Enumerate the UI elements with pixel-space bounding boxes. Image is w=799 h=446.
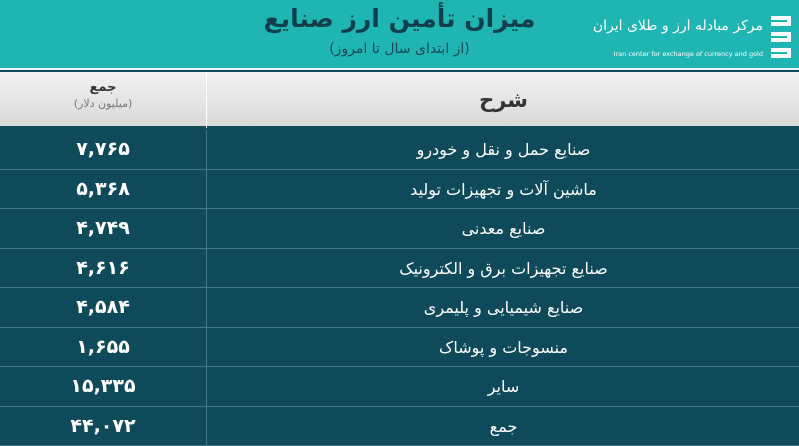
table-row: ۴,۷۴۹ صنایع معدنی	[0, 209, 799, 249]
logo-text-en: Iran center for exchange of currency and…	[613, 50, 763, 58]
row-description: صنایع تجهیزات برق و الکترونیک	[399, 258, 608, 278]
row-value: ۴,۵۸۴	[0, 288, 207, 327]
row-description: منسوجات و پوشاک	[439, 337, 568, 357]
row-value: ۴,۶۱۶	[0, 248, 207, 288]
row-description: ماشین آلات و تجهیزات تولید	[410, 179, 597, 199]
column-header-description: شرح	[479, 88, 528, 112]
row-value: ۴,۷۴۹	[0, 209, 207, 248]
row-description: صنایع معدنی	[461, 219, 546, 238]
logo: مرکز مبادله ارز و طلای ایران Iran center…	[593, 12, 797, 64]
table-row: ۴۴,۰۷۲ جمع	[0, 406, 799, 446]
table-row: ۴,۵۸۴ صنایع شیمیایی و پلیمری	[0, 288, 799, 328]
table-row: ۱,۶۵۵ منسوجات و پوشاک	[0, 327, 799, 367]
column-header-total: جمع (میلیون دلار)	[0, 72, 207, 128]
table-row: ۴,۶۱۶ صنایع تجهیزات برق و الکترونیک	[0, 248, 799, 288]
row-value: ۴۴,۰۷۲	[0, 406, 207, 446]
logo-mark-icon	[771, 16, 791, 58]
logo-text-fa: مرکز مبادله ارز و طلای ایران	[592, 18, 763, 34]
header: میزان تأمین ارز صنایع (از ابتدای سال تا …	[0, 0, 799, 70]
page-title: میزان تأمین ارز صنایع	[263, 4, 536, 33]
row-value: ۱۵,۳۳۵	[0, 367, 207, 406]
row-value: ۷,۷۶۵	[0, 130, 207, 169]
row-value: ۱,۶۵۵	[0, 327, 207, 367]
row-value: ۵,۳۶۸	[0, 169, 207, 209]
table-row: ۵,۳۶۸ ماشین آلات و تجهیزات تولید	[0, 169, 799, 209]
row-description: سایر	[487, 377, 520, 396]
page-subtitle: (از ابتدای سال تا امروز)	[329, 41, 470, 57]
table-row: ۱۵,۳۳۵ سایر	[0, 367, 799, 407]
table-body: ۷,۷۶۵ صنایع حمل و نقل و خودرو ۵,۳۶۸ ماشین آ…	[0, 130, 799, 446]
row-description: جمع	[489, 416, 518, 436]
row-description: صنایع شیمیایی و پلیمری	[423, 298, 584, 317]
table-row: ۷,۷۶۵ صنایع حمل و نقل و خودرو	[0, 130, 799, 170]
table-header: جمع (میلیون دلار) شرح	[0, 72, 799, 128]
row-description: صنایع حمل و نقل و خودرو	[416, 140, 591, 159]
